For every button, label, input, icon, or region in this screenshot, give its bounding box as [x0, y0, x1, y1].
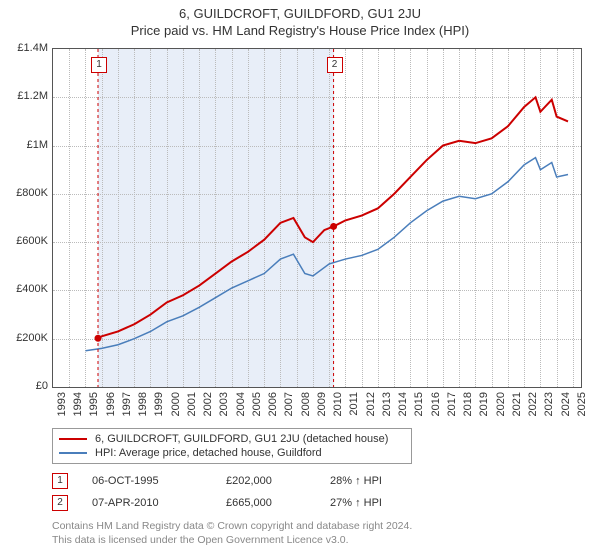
transaction-row: 2 07-APR-2010 £665,000 27% ↑ HPI	[52, 492, 406, 514]
y-axis-tick-label: £1.2M	[17, 90, 48, 102]
legend-row: 6, GUILDCROFT, GUILDFORD, GU1 2JU (detac…	[59, 432, 405, 446]
transaction-row: 1 06-OCT-1995 £202,000 28% ↑ HPI	[52, 470, 406, 492]
transaction-date: 06-OCT-1995	[92, 475, 202, 487]
x-axis-tick-label: 2016	[430, 392, 442, 416]
attribution-line: This data is licensed under the Open Gov…	[52, 534, 412, 548]
legend-swatch-hpi	[59, 452, 87, 454]
legend-row: HPI: Average price, detached house, Guil…	[59, 446, 405, 460]
x-axis-tick-label: 1993	[56, 392, 68, 416]
y-axis-tick-label: £800K	[16, 187, 48, 199]
transaction-price: £202,000	[226, 475, 306, 487]
transactions-table: 1 06-OCT-1995 £202,000 28% ↑ HPI 2 07-APR-201…	[52, 470, 406, 514]
legend-box: 6, GUILDCROFT, GUILDFORD, GU1 2JU (detac…	[52, 428, 412, 464]
x-axis-tick-label: 2010	[332, 392, 344, 416]
x-axis-tick-label: 2009	[316, 392, 328, 416]
transaction-price: £665,000	[226, 497, 306, 509]
x-axis-tick-label: 2005	[251, 392, 263, 416]
x-axis-tick-label: 2006	[267, 392, 279, 416]
x-axis-tick-label: 2024	[560, 392, 572, 416]
chart-title: 6, GUILDCROFT, GUILDFORD, GU1 2JU	[0, 0, 600, 21]
x-axis-tick-label: 2000	[170, 392, 182, 416]
x-axis-tick-label: 2008	[300, 392, 312, 416]
series-line-property	[98, 97, 568, 338]
x-axis-tick-label: 2007	[283, 392, 295, 416]
transaction-delta: 28% ↑ HPI	[330, 475, 382, 487]
attribution-line: Contains HM Land Registry data © Crown c…	[52, 520, 412, 534]
transaction-date: 07-APR-2010	[92, 497, 202, 509]
marker-label-box: 1	[91, 57, 107, 73]
legend-swatch-property	[59, 438, 87, 440]
x-axis-tick-label: 1994	[72, 392, 84, 416]
x-axis-tick-label: 1998	[137, 392, 149, 416]
legend-label-property: 6, GUILDCROFT, GUILDFORD, GU1 2JU (detac…	[95, 433, 388, 445]
marker-dot	[330, 223, 337, 230]
y-axis-tick-label: £1.4M	[17, 42, 48, 54]
attribution-text: Contains HM Land Registry data © Crown c…	[52, 520, 412, 547]
x-axis-tick-label: 2019	[478, 392, 490, 416]
x-axis-tick-label: 2001	[186, 392, 198, 416]
x-axis-tick-label: 2022	[527, 392, 539, 416]
legend-label-hpi: HPI: Average price, detached house, Guil…	[95, 447, 322, 459]
x-axis-tick-label: 2012	[365, 392, 377, 416]
x-axis-tick-label: 2020	[495, 392, 507, 416]
x-axis-tick-label: 2011	[348, 392, 360, 416]
x-axis-tick-label: 2013	[381, 392, 393, 416]
x-axis-tick-label: 2004	[235, 392, 247, 416]
marker-dot	[95, 335, 102, 342]
y-axis-tick-label: £200K	[16, 332, 48, 344]
chart-plot-area: 12	[52, 48, 582, 388]
x-axis-tick-label: 1997	[121, 392, 133, 416]
x-axis-tick-label: 1995	[88, 392, 100, 416]
x-axis-tick-label: 1996	[105, 392, 117, 416]
x-axis-tick-label: 2017	[446, 392, 458, 416]
x-axis-tick-label: 2021	[511, 392, 523, 416]
x-axis-tick-label: 2002	[202, 392, 214, 416]
transaction-marker: 1	[52, 473, 68, 489]
series-line-hpi	[85, 158, 568, 351]
transaction-delta: 27% ↑ HPI	[330, 497, 382, 509]
x-axis-tick-label: 2023	[543, 392, 555, 416]
y-axis-tick-label: £600K	[16, 235, 48, 247]
x-axis-tick-label: 2003	[218, 392, 230, 416]
x-axis-tick-label: 2015	[413, 392, 425, 416]
y-axis-tick-label: £0	[36, 380, 48, 392]
x-axis-tick-label: 2018	[462, 392, 474, 416]
y-axis-tick-label: £400K	[16, 283, 48, 295]
x-axis-tick-label: 2014	[397, 392, 409, 416]
x-axis-tick-label: 2025	[576, 392, 588, 416]
chart-subtitle: Price paid vs. HM Land Registry's House …	[0, 21, 600, 42]
y-axis-tick-label: £1M	[27, 139, 48, 151]
transaction-marker: 2	[52, 495, 68, 511]
marker-label-box: 2	[327, 57, 343, 73]
x-axis-tick-label: 1999	[153, 392, 165, 416]
